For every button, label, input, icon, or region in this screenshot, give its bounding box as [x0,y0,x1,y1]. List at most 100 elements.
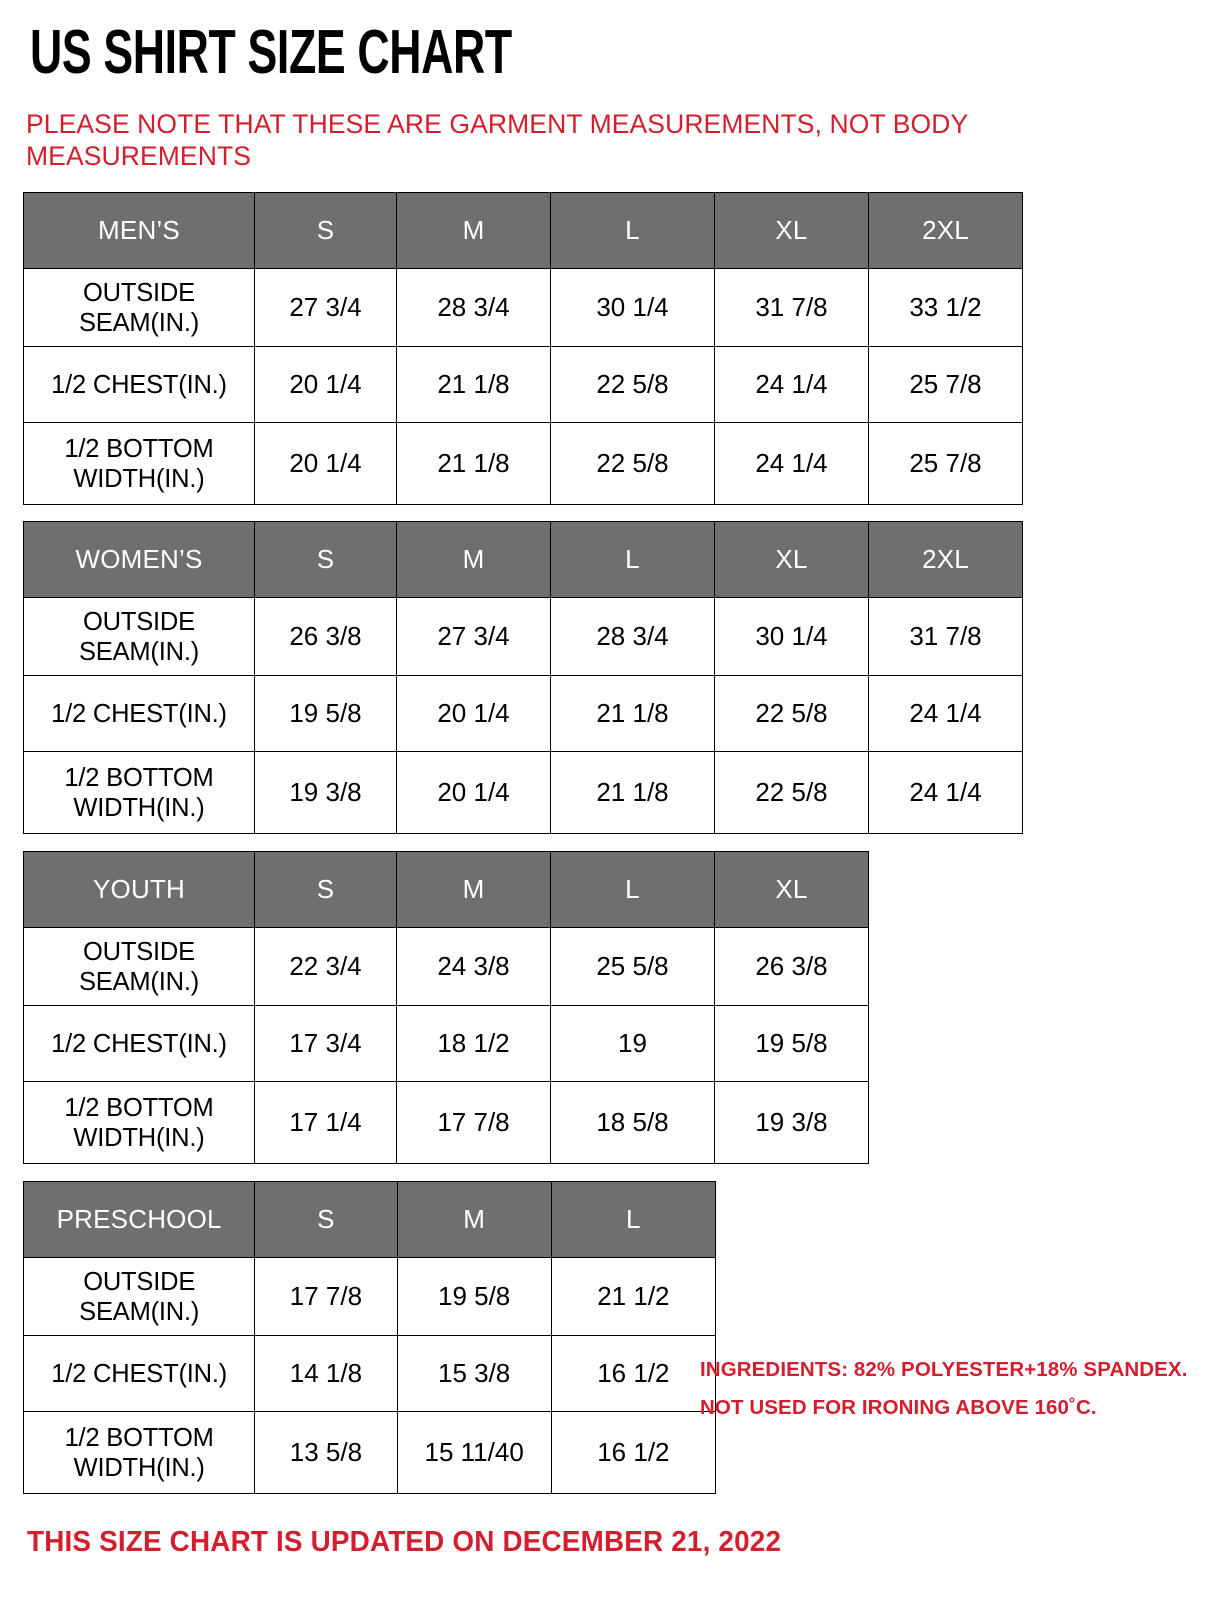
size-header-2xl: 2XL [868,521,1023,598]
size-header-s: S [254,1181,398,1258]
size-header-m: M [396,1181,552,1258]
row-label-line: WIDTH(IN.) [73,1453,205,1482]
cell-value: 21 1/8 [396,346,551,423]
cell-value: 27 3/4 [254,268,397,347]
cell-value: 28 3/4 [396,268,551,347]
category-header: WOMEN’S [23,521,255,598]
row-label: 1/2 CHEST(IN.) [23,675,255,752]
cell-value: 21 1/2 [550,1257,717,1336]
row-label: OUTSIDE SEAM(IN.) [23,597,255,676]
size-header-l: L [550,192,715,269]
row-label: 1/2 BOTTOM WIDTH(IN.) [23,1081,255,1164]
cell-value: 20 1/4 [254,346,397,423]
cell-value: 24 1/4 [868,751,1023,834]
table-row: OUTSIDE SEAM(IN.) 26 3/8 27 3/4 28 3/4 3… [23,597,1023,676]
cell-value: 22 5/8 [714,751,869,834]
cell-value: 17 7/8 [254,1257,398,1336]
cell-value: 16 1/2 [550,1411,717,1494]
row-label-line: 1/2 BOTTOM [64,434,214,463]
ingredients-note: INGREDIENTS: 82% POLYESTER+18% SPANDEX. … [700,1351,1188,1427]
cell-value: 21 1/8 [396,422,551,505]
row-label: 1/2 BOTTOM WIDTH(IN.) [22,1411,256,1494]
row-label: 1/2 CHEST(IN.) [22,1335,256,1412]
cell-value: 24 1/4 [868,675,1023,752]
cell-value: 31 7/8 [868,597,1023,676]
size-header-l: L [550,1181,717,1258]
row-label: 1/2 BOTTOM WIDTH(IN.) [23,751,255,834]
size-header-xl: XL [714,192,869,269]
category-header: YOUTH [23,851,255,928]
row-label: OUTSIDE SEAM(IN.) [23,268,255,347]
row-label-line: 1/2 BOTTOM [64,763,214,792]
cell-value: 24 3/8 [396,927,551,1006]
size-header-m: M [396,192,551,269]
size-table-preschool: PRESCHOOL S M L OUTSIDE SEAM(IN.) 17 7/8… [22,1181,717,1494]
row-label-line: OUTSIDE [83,1267,196,1296]
row-label-line: SEAM(IN.) [79,1297,200,1326]
row-label: 1/2 CHEST(IN.) [23,346,255,423]
cell-value: 16 1/2 [550,1335,717,1412]
table-row: 1/2 CHEST(IN.) 14 1/8 15 3/8 16 1/2 [22,1335,717,1412]
cell-value: 17 1/4 [254,1081,397,1164]
size-table-youth: YOUTH S M L XL OUTSIDE SEAM(IN.) 22 3/4 … [23,851,869,1164]
cell-value: 19 5/8 [396,1257,552,1336]
row-label: 1/2 BOTTOM WIDTH(IN.) [23,422,255,505]
table-row: 1/2 CHEST(IN.) 19 5/8 20 1/4 21 1/8 22 5… [23,675,1023,752]
row-label-line: 1/2 BOTTOM [64,1093,214,1122]
cell-value: 21 1/8 [550,751,715,834]
size-header-m: M [396,851,551,928]
table-header-row: YOUTH S M L XL [23,851,869,928]
row-label-line: WIDTH(IN.) [73,793,205,822]
cell-value: 26 3/8 [714,927,869,1006]
cell-value: 26 3/8 [254,597,397,676]
updated-date-note: THIS SIZE CHART IS UPDATED ON DECEMBER 2… [27,1526,782,1558]
cell-value: 22 5/8 [550,346,715,423]
cell-value: 22 5/8 [550,422,715,505]
cell-value: 25 7/8 [868,422,1023,505]
table-row: OUTSIDE SEAM(IN.) 17 7/8 19 5/8 21 1/2 [22,1257,717,1336]
size-header-s: S [254,192,397,269]
table-header-row: WOMEN’S S M L XL 2XL [23,521,1023,598]
cell-value: 33 1/2 [868,268,1023,347]
table-row: 1/2 CHEST(IN.) 17 3/4 18 1/2 19 19 5/8 [23,1005,869,1082]
size-header-xl: XL [714,851,869,928]
category-header: PRESCHOOL [22,1181,256,1258]
cell-value: 17 7/8 [396,1081,551,1164]
ingredients-line-2: NOT USED FOR IRONING ABOVE 160˚C. [700,1396,1097,1419]
cell-value: 20 1/4 [396,675,551,752]
cell-value: 24 1/4 [714,422,869,505]
cell-value: 19 5/8 [254,675,397,752]
cell-value: 27 3/4 [396,597,551,676]
size-header-s: S [254,851,397,928]
cell-value: 30 1/4 [550,268,715,347]
row-label-line: WIDTH(IN.) [73,464,205,493]
size-table-mens: MEN’S S M L XL 2XL OUTSIDE SEAM(IN.) 27 … [23,192,1023,505]
cell-value: 31 7/8 [714,268,869,347]
size-header-xl: XL [714,521,869,598]
cell-value: 19 5/8 [714,1005,869,1082]
cell-value: 15 3/8 [396,1335,552,1412]
cell-value: 14 1/8 [254,1335,398,1412]
table-row: OUTSIDE SEAM(IN.) 27 3/4 28 3/4 30 1/4 3… [23,268,1023,347]
size-header-l: L [550,851,715,928]
table-row: 1/2 CHEST(IN.) 20 1/4 21 1/8 22 5/8 24 1… [23,346,1023,423]
table-row: 1/2 BOTTOM WIDTH(IN.) 20 1/4 21 1/8 22 5… [23,422,1023,505]
row-label: 1/2 CHEST(IN.) [23,1005,255,1082]
row-label-line: OUTSIDE [83,937,195,966]
row-label-line: SEAM(IN.) [78,308,200,337]
size-header-l: L [550,521,715,598]
table-row: OUTSIDE SEAM(IN.) 22 3/4 24 3/8 25 5/8 2… [23,927,869,1006]
row-label-line: OUTSIDE [83,607,195,636]
size-header-m: M [396,521,551,598]
table-header-row: PRESCHOOL S M L [22,1181,717,1258]
cell-value: 19 [550,1005,715,1082]
cell-value: 20 1/4 [396,751,551,834]
size-header-2xl: 2XL [868,192,1023,269]
table-row: 1/2 BOTTOM WIDTH(IN.) 17 1/4 17 7/8 18 5… [23,1081,869,1164]
cell-value: 24 1/4 [714,346,869,423]
category-header: MEN’S [23,192,255,269]
cell-value: 22 5/8 [714,675,869,752]
row-label-line: SEAM(IN.) [78,637,200,666]
row-label-line: OUTSIDE [83,278,195,307]
